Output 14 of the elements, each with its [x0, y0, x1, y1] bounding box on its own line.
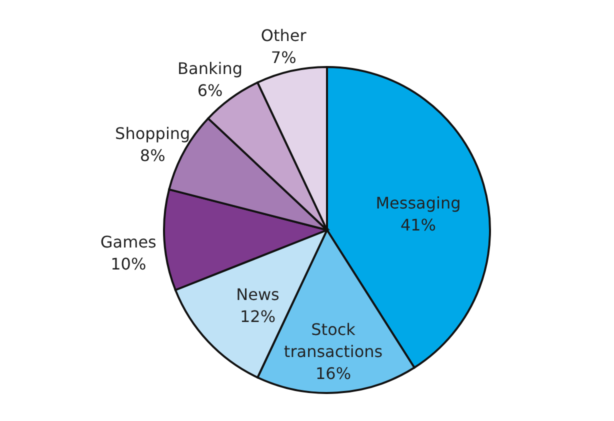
slice-label: Stock transactions	[284, 320, 383, 361]
data-label: 7%	[270, 48, 296, 67]
data-label: 6%	[197, 81, 223, 100]
slice-label: News	[236, 285, 280, 304]
data-label: 16%	[316, 364, 352, 383]
slice-label: Games	[100, 232, 156, 252]
slice-label: Other	[260, 26, 307, 45]
data-label: 41%	[400, 215, 436, 234]
slice-label: Banking	[178, 59, 242, 78]
slice-label: Messaging	[376, 193, 461, 212]
data-label: 12%	[240, 307, 276, 326]
data-label: 10%	[110, 254, 146, 274]
slice-label: Shopping	[115, 124, 190, 144]
data-label: 8%	[140, 146, 166, 166]
